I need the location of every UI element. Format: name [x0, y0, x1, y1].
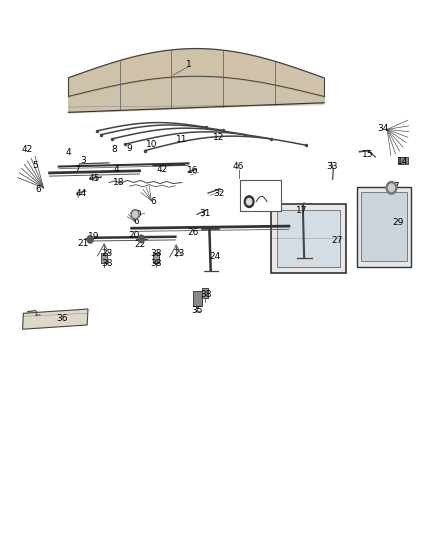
Bar: [101, 253, 107, 263]
Text: 44: 44: [76, 189, 87, 198]
Text: 36: 36: [56, 313, 67, 322]
Text: 38: 38: [200, 289, 212, 298]
Text: 4: 4: [113, 165, 119, 174]
Text: 11: 11: [176, 135, 187, 144]
Text: 35: 35: [191, 305, 203, 314]
Text: 16: 16: [187, 166, 198, 175]
Text: 4: 4: [66, 148, 71, 157]
Text: 22: 22: [135, 240, 146, 249]
Bar: [272, 204, 346, 273]
Text: 45: 45: [89, 174, 100, 183]
Text: 9: 9: [127, 144, 132, 153]
Text: 23: 23: [173, 249, 184, 259]
Text: 15: 15: [362, 150, 373, 159]
Text: 12: 12: [213, 133, 225, 142]
Text: 26: 26: [187, 228, 198, 237]
Text: 17: 17: [296, 206, 308, 215]
Text: 21: 21: [77, 239, 88, 248]
Circle shape: [87, 236, 93, 243]
Text: 5: 5: [33, 161, 39, 170]
Text: 42: 42: [21, 145, 32, 154]
Text: 1: 1: [186, 60, 191, 69]
Bar: [201, 288, 208, 298]
Text: 6: 6: [133, 217, 139, 227]
Bar: [240, 180, 282, 211]
Bar: [398, 157, 408, 165]
Text: 33: 33: [327, 162, 338, 171]
Text: 46: 46: [233, 162, 244, 171]
Bar: [357, 187, 411, 266]
Text: 31: 31: [199, 209, 211, 218]
Circle shape: [389, 184, 395, 191]
Text: 19: 19: [88, 232, 99, 241]
Text: 37: 37: [388, 182, 399, 191]
Text: 6: 6: [151, 197, 156, 206]
Circle shape: [244, 196, 254, 207]
Text: 27: 27: [331, 237, 343, 246]
Text: 18: 18: [113, 178, 124, 187]
Bar: [193, 291, 202, 306]
Bar: [277, 210, 340, 266]
Text: 20: 20: [128, 231, 140, 240]
Text: 3: 3: [81, 156, 87, 165]
Circle shape: [247, 198, 252, 205]
Text: 42: 42: [157, 165, 168, 174]
Text: 34: 34: [377, 124, 389, 133]
Polygon shape: [22, 309, 88, 329]
Text: 6: 6: [35, 185, 41, 194]
Text: 40: 40: [244, 199, 255, 208]
Text: 38: 38: [101, 259, 113, 268]
Text: 7: 7: [74, 165, 80, 174]
Bar: [152, 253, 159, 263]
Text: 23: 23: [101, 249, 113, 259]
Text: 30: 30: [130, 210, 142, 219]
Text: 8: 8: [111, 145, 117, 154]
Circle shape: [386, 181, 397, 194]
Circle shape: [138, 235, 145, 243]
Text: 43: 43: [265, 195, 276, 204]
Text: 29: 29: [392, 219, 404, 228]
Circle shape: [133, 211, 138, 217]
Text: 38: 38: [150, 249, 162, 259]
Circle shape: [131, 209, 139, 219]
Text: 32: 32: [213, 189, 225, 198]
Text: 24: 24: [209, 253, 220, 261]
Text: 14: 14: [397, 157, 408, 166]
Bar: [361, 192, 407, 261]
Text: 38: 38: [150, 259, 162, 268]
Text: 10: 10: [145, 140, 157, 149]
